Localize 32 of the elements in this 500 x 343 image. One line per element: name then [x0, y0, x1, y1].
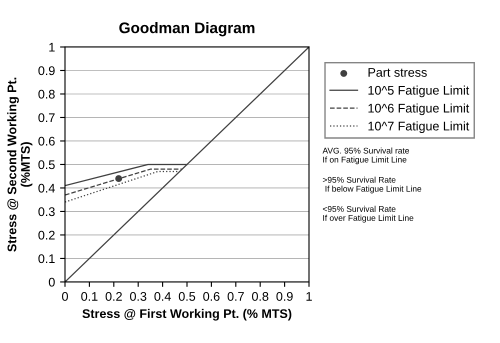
- x-tick-label: 0.2: [106, 292, 122, 301]
- x-tick-label: 0.8: [252, 292, 268, 301]
- y-tick-label: 0.9: [38, 66, 55, 76]
- text: AVG. 95% Survival rate If on Fatigue Limit Line: [322, 147, 410, 164]
- legend-label: 10^7 Fatigue Limit: [368, 121, 470, 133]
- x-tick-label: 0.6: [203, 292, 220, 301]
- legend-label: 10^6 Fatigue Limit: [368, 103, 470, 116]
- y-tick-label: 0.8: [38, 90, 55, 99]
- y-tick-label: 1: [49, 42, 55, 52]
- x-tick-label: 0.4: [154, 292, 171, 301]
- legend-label: 10^5 Fatigue Limit: [368, 86, 470, 98]
- x-tick-label: 0.9: [276, 292, 293, 301]
- text: <95% Survival Rate If over Fatigue Limit Line: [322, 206, 414, 223]
- x-tick-label: 0.5: [178, 292, 196, 301]
- x-tick-label: 0: [62, 292, 68, 301]
- x-tick-label: 0.1: [81, 292, 98, 301]
- x-axis-title: Stress @ First Working Pt. (% MTS): [82, 308, 292, 321]
- y-tick-label: 0.3: [38, 207, 55, 216]
- y-tick-label: 0.2: [38, 230, 55, 240]
- x-tick-label: 1: [306, 292, 312, 301]
- y-tick-label: 0.5: [38, 160, 55, 170]
- y-tick-label: 0.1: [38, 254, 55, 264]
- x-tick-label: 0.7: [228, 292, 244, 301]
- y-tick-label: 0: [48, 278, 55, 287]
- y-axis-title: Stress @ Second Working Pt. (%MTS): [7, 78, 32, 252]
- legend-label: Part stress: [368, 68, 427, 77]
- y-tick-label: 0.4: [38, 184, 55, 193]
- chart-title: Goodman Diagram: [119, 22, 254, 36]
- y-tick-label: 0.6: [38, 136, 55, 146]
- text: >95% Survival Rate If below Fatigue Limit Line: [322, 176, 422, 194]
- y-tick-label: 0.7: [38, 113, 55, 122]
- x-tick-label: 0.3: [130, 292, 146, 301]
